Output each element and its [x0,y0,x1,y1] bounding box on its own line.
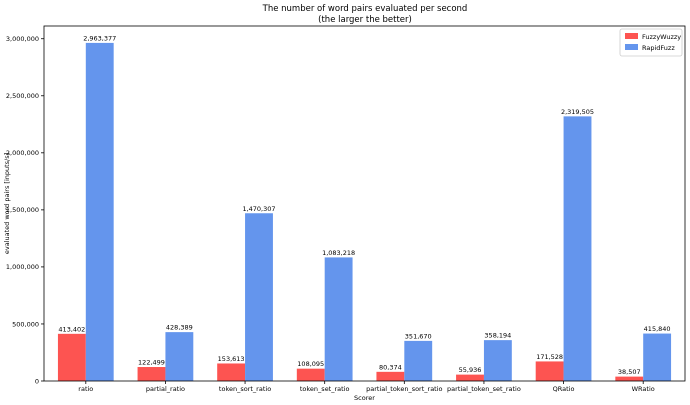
x-tick-label-partial-token-set-ratio: partial_token_set_ratio [447,385,521,393]
bar-value-label: 2,319,505 [561,108,594,116]
chart-subtitle: (the larger the better) [318,15,412,25]
y-tick-label: 2,500,000 [6,92,39,100]
x-axis: ratio partial_ratio token_sort_ratio token_… [78,381,655,393]
bar-rapidfuzz-partial-token-set-ratio [483,340,512,381]
x-tick-label-qratio: QRatio [553,385,575,393]
bar-value-label: 1,470,307 [242,205,275,213]
legend: FuzzyWuzzy RapidFuzz [619,28,683,57]
bar-value-label: 2,963,377 [83,34,116,42]
bar-value-label: 413,402 [58,325,85,333]
x-tick-label-token-sort-ratio: token_sort_ratio [219,385,271,393]
y-axis-label: evaluated word pairs [inputs/s] [3,153,11,254]
bar-value-label: 55,936 [459,366,482,374]
bar-rapidfuzz-token-set-ratio [324,257,353,381]
bar-group [57,42,672,382]
bar-value-label: 153,613 [218,355,245,363]
plot-frame [43,25,686,382]
bar-rapidfuzz-partial-ratio [165,332,194,381]
bar-fuzzywuzzy-partial-token-sort-ratio [376,371,405,381]
legend-swatch-rapidfuzz [625,44,638,50]
y-axis: 0 500,000 1,000,000 1,500,000 2,000,000 2,500… [6,35,44,385]
y-tick-label: 0 [35,377,39,385]
bar-rapidfuzz-wratio [643,333,672,381]
bar-rapidfuzz-partial-token-sort-ratio [404,340,433,381]
bar-value-label: 108,095 [297,360,324,368]
bar-fuzzywuzzy-partial-token-set-ratio [456,374,484,381]
bar-value-label: 415,840 [644,325,671,333]
bar-fuzzywuzzy-token-sort-ratio [217,363,246,381]
legend-label-fuzzywuzzy: FuzzyWuzzy [642,33,681,41]
bar-fuzzywuzzy-wratio [615,376,644,381]
x-axis-label: Scorer [354,394,375,402]
legend-label-rapidfuzz: RapidFuzz [642,44,675,52]
bar-rapidfuzz-token-sort-ratio [245,213,273,381]
bar-rapidfuzz-qratio [563,116,592,382]
bar-value-label: 80,374 [379,363,402,371]
x-tick-label-ratio: ratio [78,385,93,393]
y-tick-label: 1,500,000 [6,206,39,214]
y-tick-label: 500,000 [12,320,39,328]
x-tick-label-wratio: WRatio [632,385,655,393]
y-tick-label: 2,000,000 [6,149,39,157]
chart-title: The number of word pairs evaluated per s… [262,4,468,14]
bar-fuzzywuzzy-ratio [57,333,86,381]
y-tick-label: 3,000,000 [6,35,39,43]
bar-label-group: 413,402 122,499 153,613 108,095 80,374 55,936… [58,34,670,376]
bar-value-label: 38,507 [618,368,641,376]
legend-swatch-fuzzywuzzy [625,33,638,39]
x-tick-label-token-set-ratio: token_set_ratio [300,385,350,393]
bar-value-label: 358,194 [484,332,511,340]
bar-fuzzywuzzy-token-set-ratio [296,368,325,381]
bar-fuzzywuzzy-qratio [535,361,564,381]
bar-value-label: 428,389 [166,324,193,332]
bar-value-label: 1,083,218 [322,249,355,257]
bar-rapidfuzz-ratio [85,42,114,381]
x-tick-label-partial-ratio: partial_ratio [146,385,185,393]
bar-value-label: 171,528 [536,353,563,361]
y-tick-label: 1,000,000 [6,263,39,271]
bar-value-label: 122,499 [138,359,165,367]
x-tick-label-partial-token-sort-ratio: partial_token_sort_ratio [366,385,442,393]
bar-value-label: 351,670 [405,332,432,340]
bar-fuzzywuzzy-partial-ratio [137,367,166,381]
